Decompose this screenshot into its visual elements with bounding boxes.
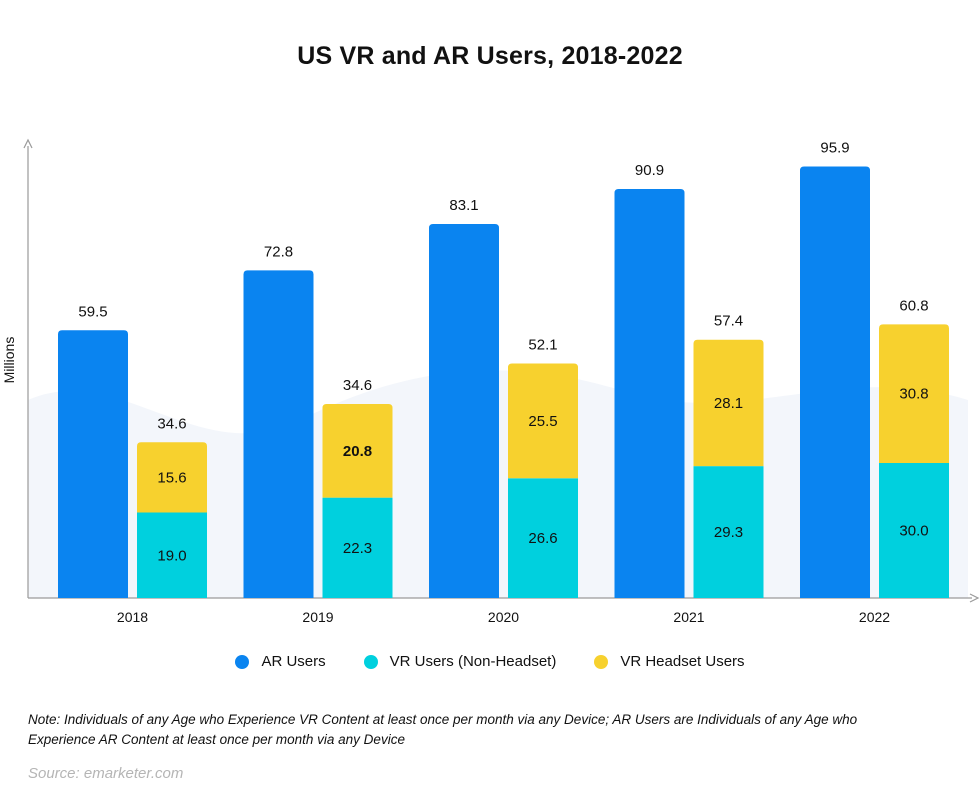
- legend-label-vr-headset: VR Headset Users: [620, 653, 745, 670]
- x-axis-arrow: [969, 593, 980, 603]
- data-label-ar-users: 72.8: [264, 243, 293, 260]
- data-label-vr-headset: 30.8: [899, 386, 928, 403]
- bar-ar-users: [429, 224, 499, 599]
- data-label-vr-headset: 15.6: [157, 469, 186, 486]
- bar-vr-headset: [693, 339, 764, 467]
- bar-vr-non-headset: [693, 466, 764, 598]
- x-tick-label: 2021: [673, 609, 704, 625]
- data-label-vr-headset: 25.5: [528, 413, 557, 430]
- bar-ar-users: [614, 188, 685, 598]
- legend-label-vr-non-headset: VR Users (Non-Headset): [389, 653, 557, 670]
- y-axis-label: Millions: [1, 337, 17, 384]
- footnote: Note: Individuals of any Age who Experie…: [28, 712, 858, 747]
- y-axis-arrow: [23, 138, 33, 149]
- data-label-ar-users: 90.9: [635, 162, 664, 179]
- x-tick-label: 2018: [117, 609, 148, 625]
- bar-vr-headset: [508, 363, 578, 479]
- chart-plot: Millions 59.5 19.0 15.6 34.6 2018 72.8 22.3 20.8…: [1, 138, 980, 625]
- legend-item-vr-headset: VR Headset Users: [594, 653, 745, 670]
- legend-swatch-vr-headset: [594, 654, 609, 669]
- bar-vr-non-headset: [879, 463, 949, 598]
- bar-vr-non-headset: [137, 512, 207, 598]
- bar-vr-non-headset: [322, 497, 393, 598]
- bar-ar-users: [243, 270, 314, 598]
- data-label-vr-total: 57.4: [714, 313, 743, 330]
- data-label-vr-non-headset: 22.3: [343, 540, 372, 557]
- data-label-ar-users: 59.5: [78, 303, 107, 320]
- bar-ar-users: [58, 330, 128, 598]
- data-label-ar-users: 83.1: [449, 197, 478, 214]
- data-label-vr-total: 60.8: [899, 297, 928, 314]
- legend-item-ar: AR Users: [235, 653, 326, 670]
- data-label-vr-total: 52.1: [528, 337, 557, 354]
- legend-label-ar: AR Users: [261, 653, 326, 670]
- data-label-vr-headset: 28.1: [714, 395, 743, 412]
- data-label-vr-non-headset: 26.6: [528, 530, 557, 547]
- chart-title: US VR and AR Users, 2018-2022: [297, 42, 683, 70]
- data-label-vr-non-headset: 29.3: [714, 524, 743, 541]
- bar-ar-users: [800, 166, 870, 598]
- bar-vr-headset: [137, 442, 207, 513]
- chart-legend: AR Users VR Users (Non-Headset) VR Heads…: [0, 653, 980, 670]
- x-tick-label: 2022: [859, 609, 890, 625]
- x-tick-label: 2019: [302, 609, 333, 625]
- data-label-vr-total: 34.6: [343, 377, 372, 394]
- data-label-vr-non-headset: 30.0: [899, 523, 928, 540]
- x-tick-label: 2020: [488, 609, 519, 625]
- source-credit: Source: emarketer.com: [28, 765, 184, 782]
- legend-item-vr-non-headset: VR Users (Non-Headset): [363, 653, 557, 670]
- legend-swatch-vr-non-headset: [363, 654, 378, 669]
- data-label-vr-non-headset: 19.0: [157, 547, 186, 564]
- legend-swatch-ar: [235, 654, 250, 669]
- data-label-vr-headset: 20.8: [343, 443, 372, 460]
- bar-vr-non-headset: [508, 478, 578, 598]
- bar-vr-headset: [322, 404, 393, 498]
- data-label-vr-total: 34.6: [157, 415, 186, 432]
- data-label-ar-users: 95.9: [820, 139, 849, 156]
- bar-vr-headset: [879, 324, 949, 463]
